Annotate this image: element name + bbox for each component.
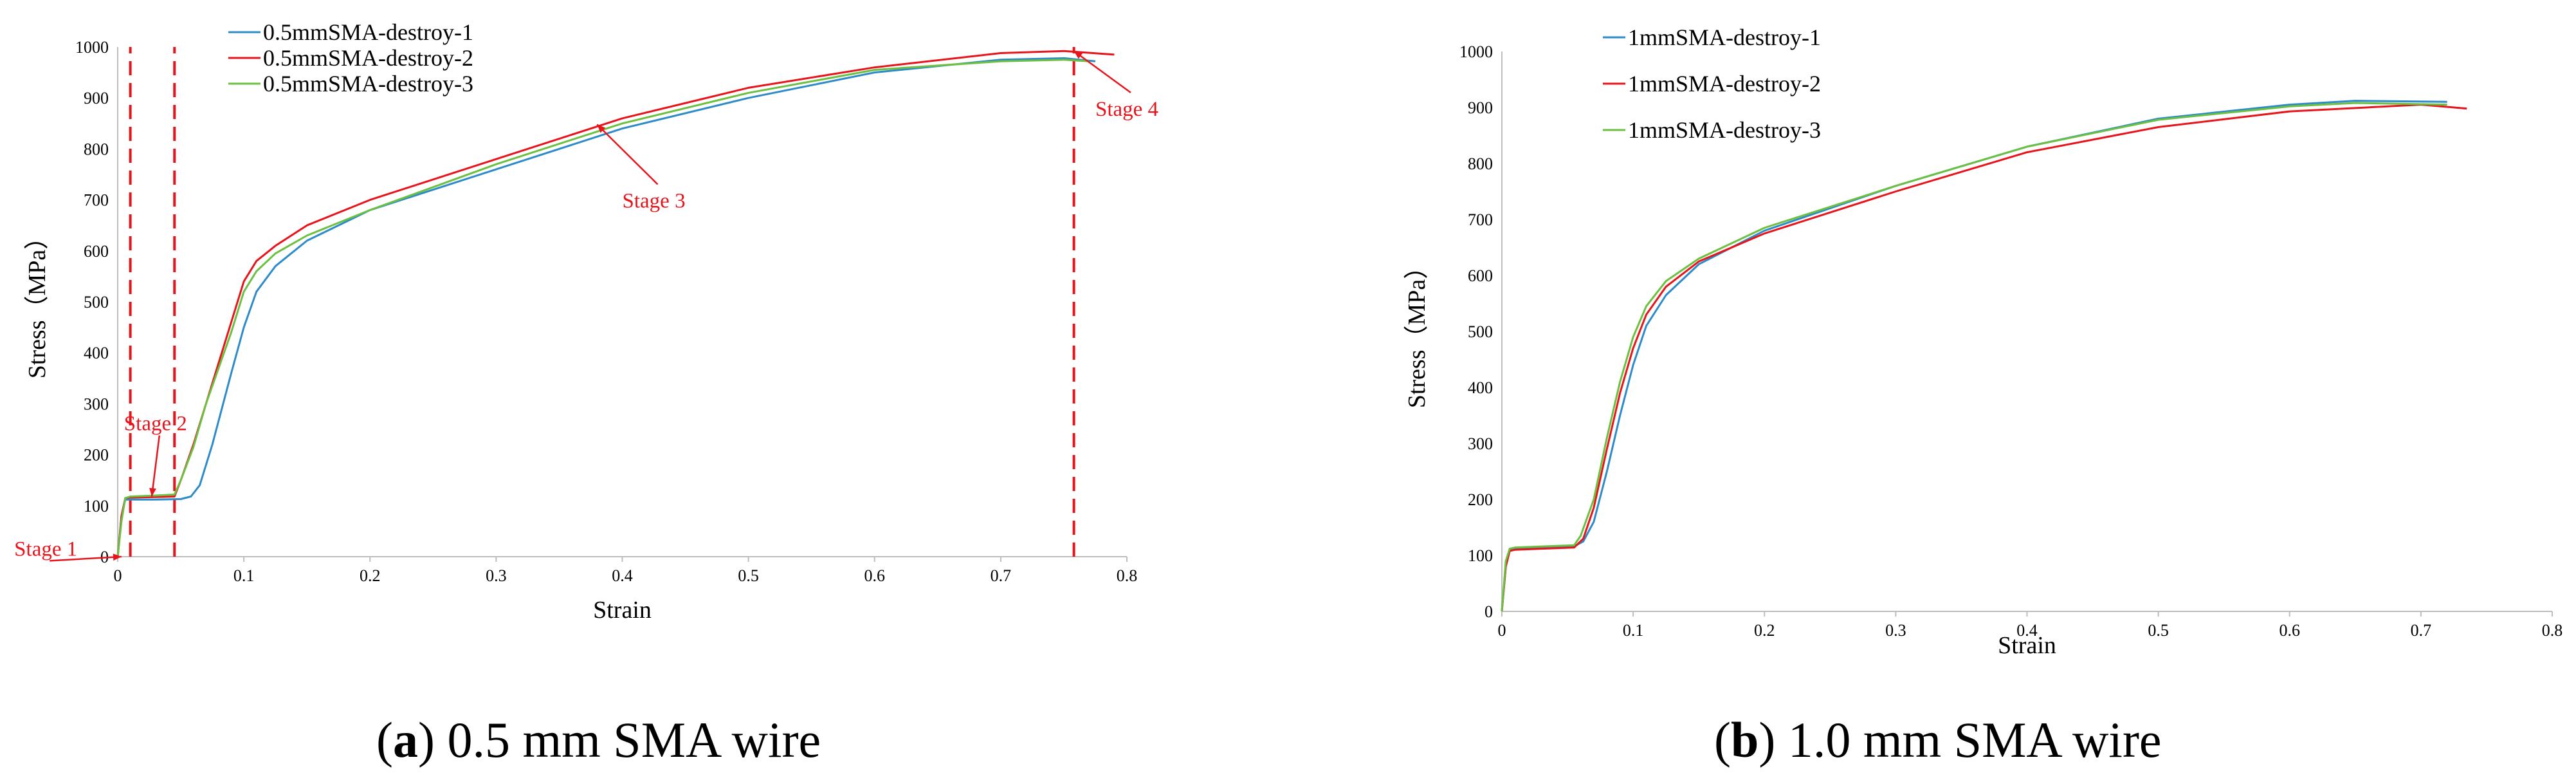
stage-arrowhead <box>1073 51 1083 59</box>
x-tick-label: 0 <box>114 566 122 585</box>
series-line-1 <box>1501 100 2447 612</box>
series-line-3 <box>116 59 1090 557</box>
stage-arrow <box>151 435 161 497</box>
y-tick-label: 700 <box>84 191 109 210</box>
y-tick-label: 800 <box>84 140 109 158</box>
x-axis-label: Strain <box>593 597 652 624</box>
y-tick-label: 900 <box>84 89 109 107</box>
x-tick-label: 0.3 <box>1885 621 1906 640</box>
stage-label: Stage 2 <box>124 413 187 436</box>
legend-entry: 0.5mmSMA-destroy-2 <box>263 45 473 71</box>
stage-label: Stage 1 <box>14 537 77 561</box>
y-tick-label: 100 <box>84 497 109 515</box>
caption-panel-a: (a) 0.5 mm SMA wire <box>376 712 821 768</box>
y-tick-label: 700 <box>1468 210 1493 229</box>
x-tick-label: 0.6 <box>864 566 886 585</box>
stage-arrow <box>596 124 659 185</box>
y-tick-label: 500 <box>84 293 109 311</box>
x-tick-label: 0.4 <box>612 566 633 585</box>
y-tick-label: 400 <box>84 344 109 362</box>
caption-letter: a <box>392 712 418 768</box>
legend-entry: 0.5mmSMA-destroy-1 <box>263 19 473 45</box>
series-line-3 <box>1501 102 2447 612</box>
stage-arrowhead <box>113 553 122 561</box>
x-tick-label: 0.2 <box>1754 621 1775 640</box>
x-tick-label: 0.1 <box>1623 621 1644 640</box>
y-tick-label: 300 <box>84 395 109 413</box>
stage-arrow <box>50 555 122 562</box>
x-tick-label: 0.1 <box>233 566 255 585</box>
x-tick-label: 0.4 <box>2016 621 2038 640</box>
y-tick-label: 1000 <box>75 38 109 57</box>
series-line-1 <box>116 57 1096 557</box>
stage-label: Stage 4 <box>1095 98 1158 121</box>
chart-panel-b: 0 0.1 0.2 0.3 0.4 0.5 0.6 0.7 0.8 0 100 200 300 400 50… <box>1403 24 2562 659</box>
y-tick-label: 800 <box>1468 154 1493 173</box>
legend-entry: 1mmSMA-destroy-2 <box>1628 71 1821 97</box>
y-axis-label: Stress（MPa） <box>24 225 51 379</box>
y-axis-label: Stress（MPa） <box>1403 255 1430 409</box>
caption-text: 1.0 mm SMA wire <box>1787 712 2162 768</box>
y-tick-label: 200 <box>1468 490 1493 509</box>
x-tick-label: 0.7 <box>991 566 1012 585</box>
legend-entry: 0.5mmSMA-destroy-3 <box>263 71 473 97</box>
x-tick-label: 0.7 <box>2411 621 2432 640</box>
y-tick-label: 400 <box>1468 378 1493 397</box>
x-axis-label: Strain <box>1998 632 2056 659</box>
x-tick-label: 0.5 <box>2148 621 2169 640</box>
caption-text: 0.5 mm SMA wire <box>447 712 821 768</box>
y-tick-label: 900 <box>1468 98 1493 117</box>
y-tick-label: 1000 <box>1459 42 1493 61</box>
chart-panel-a: 00.10.20.30.40.50.60.70.8010020030040050… <box>14 19 1158 624</box>
x-tick-label: 0.8 <box>1117 566 1138 585</box>
caption-letter: b <box>1730 712 1759 768</box>
caption-panel-b: (b) 1.0 mm SMA wire <box>1714 712 2162 768</box>
x-tick-label: 0.6 <box>2279 621 2301 640</box>
y-tick-label: 500 <box>1468 322 1493 341</box>
y-tick-label: 100 <box>1468 546 1493 565</box>
stage-arrowhead <box>149 488 156 497</box>
stage-label: Stage 3 <box>623 189 686 212</box>
legend-entry: 1mmSMA-destroy-1 <box>1628 24 1821 50</box>
x-tick-label: 0.3 <box>486 566 507 585</box>
x-tick-label: 0.8 <box>2542 621 2563 640</box>
stage-arrowhead <box>597 124 606 133</box>
legend-entry: 1mmSMA-destroy-3 <box>1628 117 1821 143</box>
series-line-2 <box>1501 104 2467 612</box>
series-line-2 <box>116 50 1115 557</box>
y-tick-label: 600 <box>84 242 109 261</box>
y-tick-label: 0 <box>1484 602 1493 621</box>
x-tick-label: 0.5 <box>738 566 759 585</box>
y-tick-label: 200 <box>84 446 109 465</box>
x-tick-label: 0.2 <box>360 566 381 585</box>
y-tick-label: 600 <box>1468 266 1493 285</box>
y-tick-label: 300 <box>1468 434 1493 453</box>
x-tick-label: 0 <box>1498 621 1506 640</box>
stage-arrow <box>1073 50 1131 93</box>
